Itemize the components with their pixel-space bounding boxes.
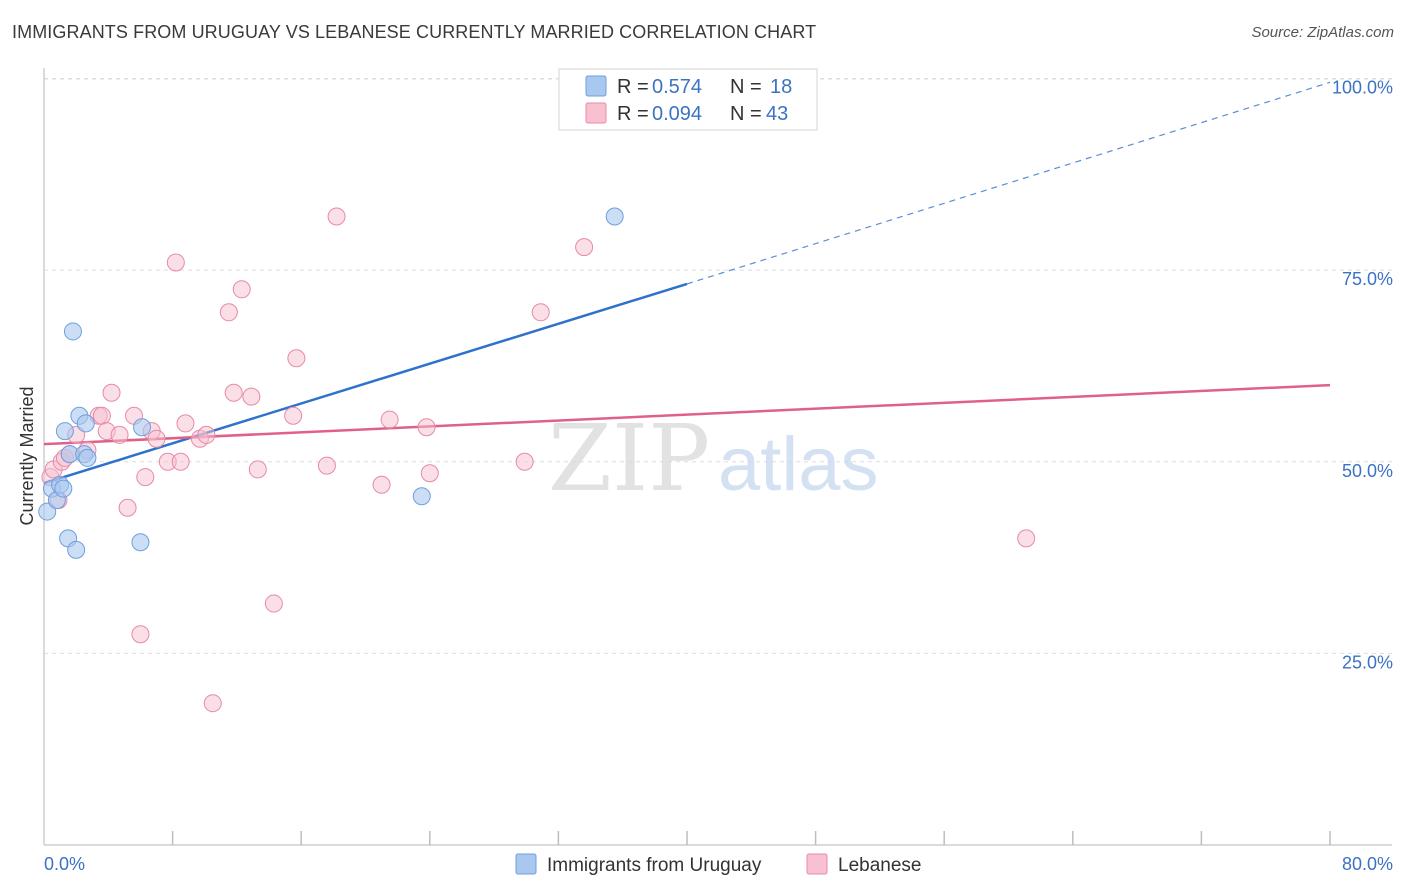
legend-uruguay-swatch xyxy=(515,853,537,875)
uruguay-point xyxy=(67,540,86,559)
lebanese-point xyxy=(372,475,391,494)
lebanese-point xyxy=(147,429,166,448)
uruguay-trend-line xyxy=(43,282,688,485)
x-tick-label: 80.0% xyxy=(1342,854,1393,874)
lebanese-point xyxy=(515,452,534,471)
lebanese-point xyxy=(380,410,399,429)
lebanese-point xyxy=(1017,529,1036,548)
lebanese-point xyxy=(92,406,111,425)
uruguay-point xyxy=(55,422,74,441)
y-tick-label: 25.0% xyxy=(1342,652,1393,672)
uruguay-point xyxy=(76,414,95,433)
lebanese-point xyxy=(203,694,222,713)
lebanese-point xyxy=(224,383,243,402)
trend-lines xyxy=(43,81,1331,485)
y-tick-label: 50.0% xyxy=(1342,461,1393,481)
lebanese-legend-swatch xyxy=(585,102,607,124)
uruguay-n-label: N = xyxy=(730,76,762,98)
lebanese-point xyxy=(317,456,336,475)
lebanese-point xyxy=(248,460,267,479)
uruguay-trend-extension xyxy=(686,81,1331,285)
lebanese-point xyxy=(176,414,195,433)
lebanese-point xyxy=(284,406,303,425)
uruguay-point xyxy=(131,533,150,552)
y-axis-label: Currently Married xyxy=(17,386,37,525)
uruguay-r-value: 0.574 xyxy=(652,76,702,98)
legend-uruguay-label: Immigrants from Uruguay xyxy=(547,855,762,876)
lebanese-r-value: 0.094 xyxy=(652,103,702,125)
uruguay-point xyxy=(63,322,82,341)
lebanese-point xyxy=(287,349,306,368)
lebanese-point xyxy=(110,425,129,444)
lebanese-point xyxy=(232,280,251,299)
legend-lebanese-label: Lebanese xyxy=(838,855,921,876)
lebanese-point xyxy=(136,468,155,487)
lebanese-n-value: 43 xyxy=(766,103,788,125)
x-tick-label: 0.0% xyxy=(44,854,85,874)
lebanese-point xyxy=(264,594,283,613)
lebanese-trend-line xyxy=(43,383,1331,446)
lebanese-point xyxy=(197,425,216,444)
uruguay-point xyxy=(412,487,431,506)
watermark: ZIP atlas xyxy=(548,405,879,512)
watermark-atlas: atlas xyxy=(718,422,879,507)
legend-lebanese-swatch xyxy=(806,853,828,875)
series-legend: Immigrants from Uruguay Lebanese xyxy=(515,853,921,876)
axes xyxy=(43,68,1392,846)
lebanese-point xyxy=(242,387,261,406)
stats-legend: R = 0.574 N = 18 R = 0.094 N = 43 xyxy=(558,68,818,131)
lebanese-point xyxy=(420,464,439,483)
lebanese-point xyxy=(531,303,550,322)
watermark-zip: ZIP xyxy=(548,405,710,512)
y-tick-label: 75.0% xyxy=(1342,269,1393,289)
lebanese-point xyxy=(417,418,436,437)
chart-title: IMMIGRANTS FROM URUGUAY VS LEBANESE CURR… xyxy=(12,22,817,42)
uruguay-point xyxy=(78,448,97,467)
lebanese-n-label: N = xyxy=(730,103,762,125)
lebanese-point xyxy=(102,383,121,402)
uruguay-point xyxy=(38,502,57,521)
lebanese-point xyxy=(118,498,137,517)
lebanese-point xyxy=(171,452,190,471)
tick-labels: 25.0% 50.0% 75.0% 100.0% 0.0% 80.0% xyxy=(44,78,1393,875)
uruguay-r-label: R = xyxy=(617,76,649,98)
lebanese-point xyxy=(575,238,594,257)
lebanese-point xyxy=(219,303,238,322)
uruguay-n-value: 18 xyxy=(770,76,792,98)
y-tick-label: 100.0% xyxy=(1332,78,1393,98)
uruguay-point xyxy=(54,479,73,498)
uruguay-point xyxy=(605,207,624,226)
data-points xyxy=(38,207,1036,713)
source-label: Source: ZipAtlas.com xyxy=(1251,24,1394,41)
lebanese-r-label: R = xyxy=(617,103,649,125)
lebanese-point xyxy=(327,207,346,226)
lebanese-point xyxy=(131,625,150,644)
uruguay-point xyxy=(133,418,152,437)
uruguay-legend-swatch xyxy=(585,75,607,97)
gridlines xyxy=(44,78,1392,654)
lebanese-point xyxy=(166,253,185,272)
